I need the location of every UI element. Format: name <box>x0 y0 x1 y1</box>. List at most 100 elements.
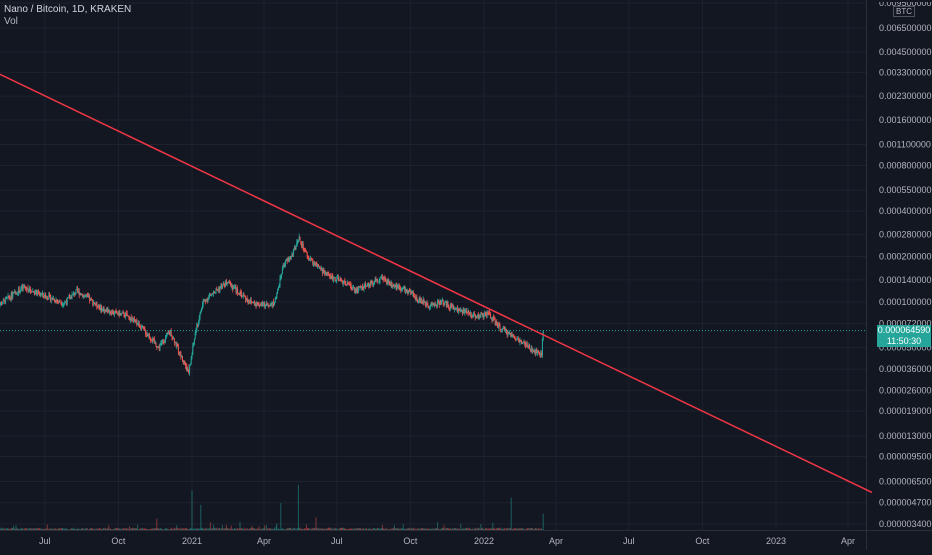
candle-body <box>14 291 16 295</box>
volume-bar <box>249 527 251 530</box>
volume-bar <box>96 529 98 530</box>
volume-bar <box>209 528 211 530</box>
volume-bar <box>264 525 266 530</box>
volume-bar <box>445 529 447 530</box>
candle-body <box>317 264 319 267</box>
volume-bar <box>337 529 339 530</box>
candle-body <box>285 260 287 262</box>
candle-body <box>18 288 20 293</box>
volume-bar <box>107 527 109 530</box>
candle-body <box>193 343 195 346</box>
volume-bar <box>302 529 304 530</box>
volume-bar <box>119 528 121 530</box>
volume-bar <box>358 528 360 530</box>
candle-body <box>287 258 289 261</box>
x-tick-label: 2021 <box>182 536 202 546</box>
volume-bar <box>378 529 380 530</box>
volume-bar <box>153 528 155 530</box>
candle-body <box>226 282 228 285</box>
candle-body <box>225 281 227 285</box>
y-tick-label: 0.000026000 <box>879 385 932 395</box>
candle-body <box>380 276 382 278</box>
candle-body <box>197 324 199 326</box>
chart-legend: Nano / Bitcoin, 1D, KRAKEN Vol <box>4 4 131 28</box>
candle-body <box>231 285 233 288</box>
candle-body <box>71 294 73 299</box>
candle-body <box>58 300 60 302</box>
candle-body <box>411 291 413 294</box>
volume-bar <box>517 529 519 530</box>
volume-bar <box>274 529 276 530</box>
volume-bar <box>191 490 193 530</box>
candle-body <box>463 309 465 314</box>
candle-body <box>184 361 186 365</box>
volume-bar <box>43 528 45 530</box>
volume-bar <box>213 528 215 530</box>
candle-body <box>354 288 356 292</box>
candle-body <box>51 297 53 299</box>
volume-bar <box>165 528 167 530</box>
volume-bar <box>89 527 91 530</box>
volume-bar <box>461 529 463 530</box>
volume-bar <box>475 528 477 530</box>
candle-body <box>393 285 395 287</box>
volume-bar <box>393 527 395 530</box>
candle-body <box>198 318 200 322</box>
volume-bar <box>165 527 167 530</box>
volume-bar <box>529 527 531 530</box>
volume-bar <box>141 527 143 530</box>
candle-body <box>437 300 439 302</box>
candle-body <box>84 296 86 297</box>
candle-body <box>260 304 262 306</box>
candle-body <box>377 280 379 282</box>
candle-body <box>527 347 529 348</box>
candle-body <box>489 314 491 318</box>
volume-bar <box>22 528 24 530</box>
volume-bar <box>260 529 262 530</box>
volume-bar <box>152 528 154 530</box>
volume-bar <box>414 528 416 530</box>
volume-bar <box>461 528 463 530</box>
candle-body <box>496 321 498 325</box>
candle-body <box>416 297 418 301</box>
candle-body <box>228 280 230 283</box>
volume-bar <box>117 528 119 530</box>
volume-bar <box>305 529 307 530</box>
volume-bar <box>115 527 117 530</box>
candle-body <box>101 305 103 312</box>
candle-body <box>145 334 147 336</box>
candle-body <box>232 285 234 290</box>
volume-bar <box>528 527 530 530</box>
candle-body <box>484 312 486 317</box>
volume-bar <box>331 528 333 530</box>
volume-bar <box>172 528 174 530</box>
candle-body <box>535 349 537 355</box>
volume-bar <box>421 528 423 530</box>
candle-body <box>108 309 110 313</box>
volume-bar <box>10 528 12 530</box>
candle-body <box>338 279 340 281</box>
candle-body <box>339 278 341 280</box>
volume-bar <box>418 528 420 530</box>
volume-bar <box>387 529 389 530</box>
candle-body <box>322 269 324 274</box>
volume-bar <box>197 528 199 530</box>
volume-bar <box>17 528 19 530</box>
volume-bar <box>9 528 11 530</box>
currency-unit-badge[interactable]: BTC <box>893 6 915 17</box>
volume-bar <box>524 529 526 530</box>
candle-body <box>347 282 349 284</box>
volume-bar <box>71 527 73 530</box>
volume-bar <box>105 527 107 530</box>
volume-bar <box>466 528 468 530</box>
candle-body <box>133 318 135 321</box>
candle-body <box>385 281 387 284</box>
volume-bar <box>483 529 485 530</box>
candle-body <box>93 302 95 305</box>
candle-body <box>449 305 451 309</box>
volume-bar <box>353 528 355 530</box>
candle-body <box>112 311 114 314</box>
candle-body <box>397 287 399 288</box>
